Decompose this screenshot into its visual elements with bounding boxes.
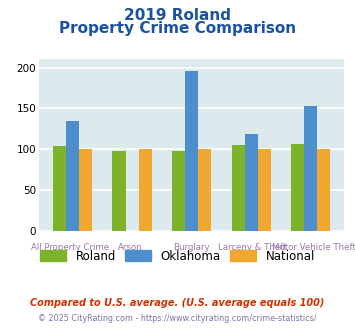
Text: 2019 Roland: 2019 Roland <box>124 8 231 23</box>
Legend: Roland, Oklahoma, National: Roland, Oklahoma, National <box>37 246 318 266</box>
Text: © 2025 CityRating.com - https://www.cityrating.com/crime-statistics/: © 2025 CityRating.com - https://www.city… <box>38 314 317 323</box>
Text: All Property Crime: All Property Crime <box>31 243 109 251</box>
Bar <box>304 106 317 231</box>
Bar <box>258 149 271 231</box>
Bar <box>291 145 304 231</box>
Text: Compared to U.S. average. (U.S. average equals 100): Compared to U.S. average. (U.S. average … <box>30 298 325 308</box>
Text: Arson: Arson <box>118 243 143 251</box>
Bar <box>317 149 331 231</box>
Bar <box>139 149 152 231</box>
Text: Burglary: Burglary <box>173 243 210 251</box>
Bar <box>66 121 79 231</box>
Bar <box>79 149 92 231</box>
Bar <box>231 145 245 231</box>
Bar <box>198 149 211 231</box>
Bar <box>185 71 198 231</box>
Text: Larceny & Theft: Larceny & Theft <box>218 243 287 251</box>
Bar <box>245 134 258 231</box>
Text: Property Crime Comparison: Property Crime Comparison <box>59 21 296 36</box>
Bar <box>53 146 66 231</box>
Bar <box>113 151 126 231</box>
Text: Motor Vehicle Theft: Motor Vehicle Theft <box>272 243 355 251</box>
Bar <box>172 151 185 231</box>
